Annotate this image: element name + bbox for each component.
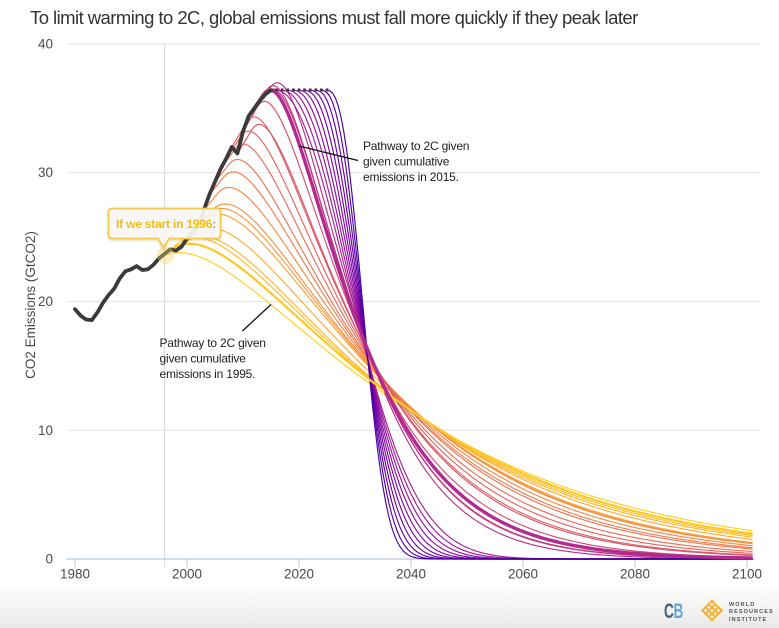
svg-text:2100: 2100 <box>732 567 762 582</box>
svg-text:Pathway to 2C given: Pathway to 2C given <box>363 139 469 153</box>
svg-text:40: 40 <box>38 37 53 52</box>
svg-text:2040: 2040 <box>396 567 426 582</box>
svg-text:2080: 2080 <box>620 567 650 582</box>
svg-text:emissions in 2015.: emissions in 2015. <box>363 170 459 184</box>
svg-text:2020: 2020 <box>284 567 314 582</box>
svg-text:1980: 1980 <box>60 567 90 582</box>
svg-text:given cumulative: given cumulative <box>363 155 450 169</box>
svg-text:20: 20 <box>38 294 53 309</box>
svg-text:CO2 Emissions (GtCO2): CO2 Emissions (GtCO2) <box>23 231 38 379</box>
svg-text:10: 10 <box>38 423 53 438</box>
svg-text:If we start in 1996:: If we start in 1996: <box>116 217 216 231</box>
svg-text:2060: 2060 <box>508 567 538 582</box>
svg-text:emissions in 1995.: emissions in 1995. <box>160 367 256 381</box>
svg-text:given cumulative: given cumulative <box>160 352 247 366</box>
svg-text:0: 0 <box>45 552 53 567</box>
svg-text:30: 30 <box>38 165 53 180</box>
svg-text:2000: 2000 <box>172 567 202 582</box>
svg-text:Pathway to 2C given: Pathway to 2C given <box>160 336 266 350</box>
